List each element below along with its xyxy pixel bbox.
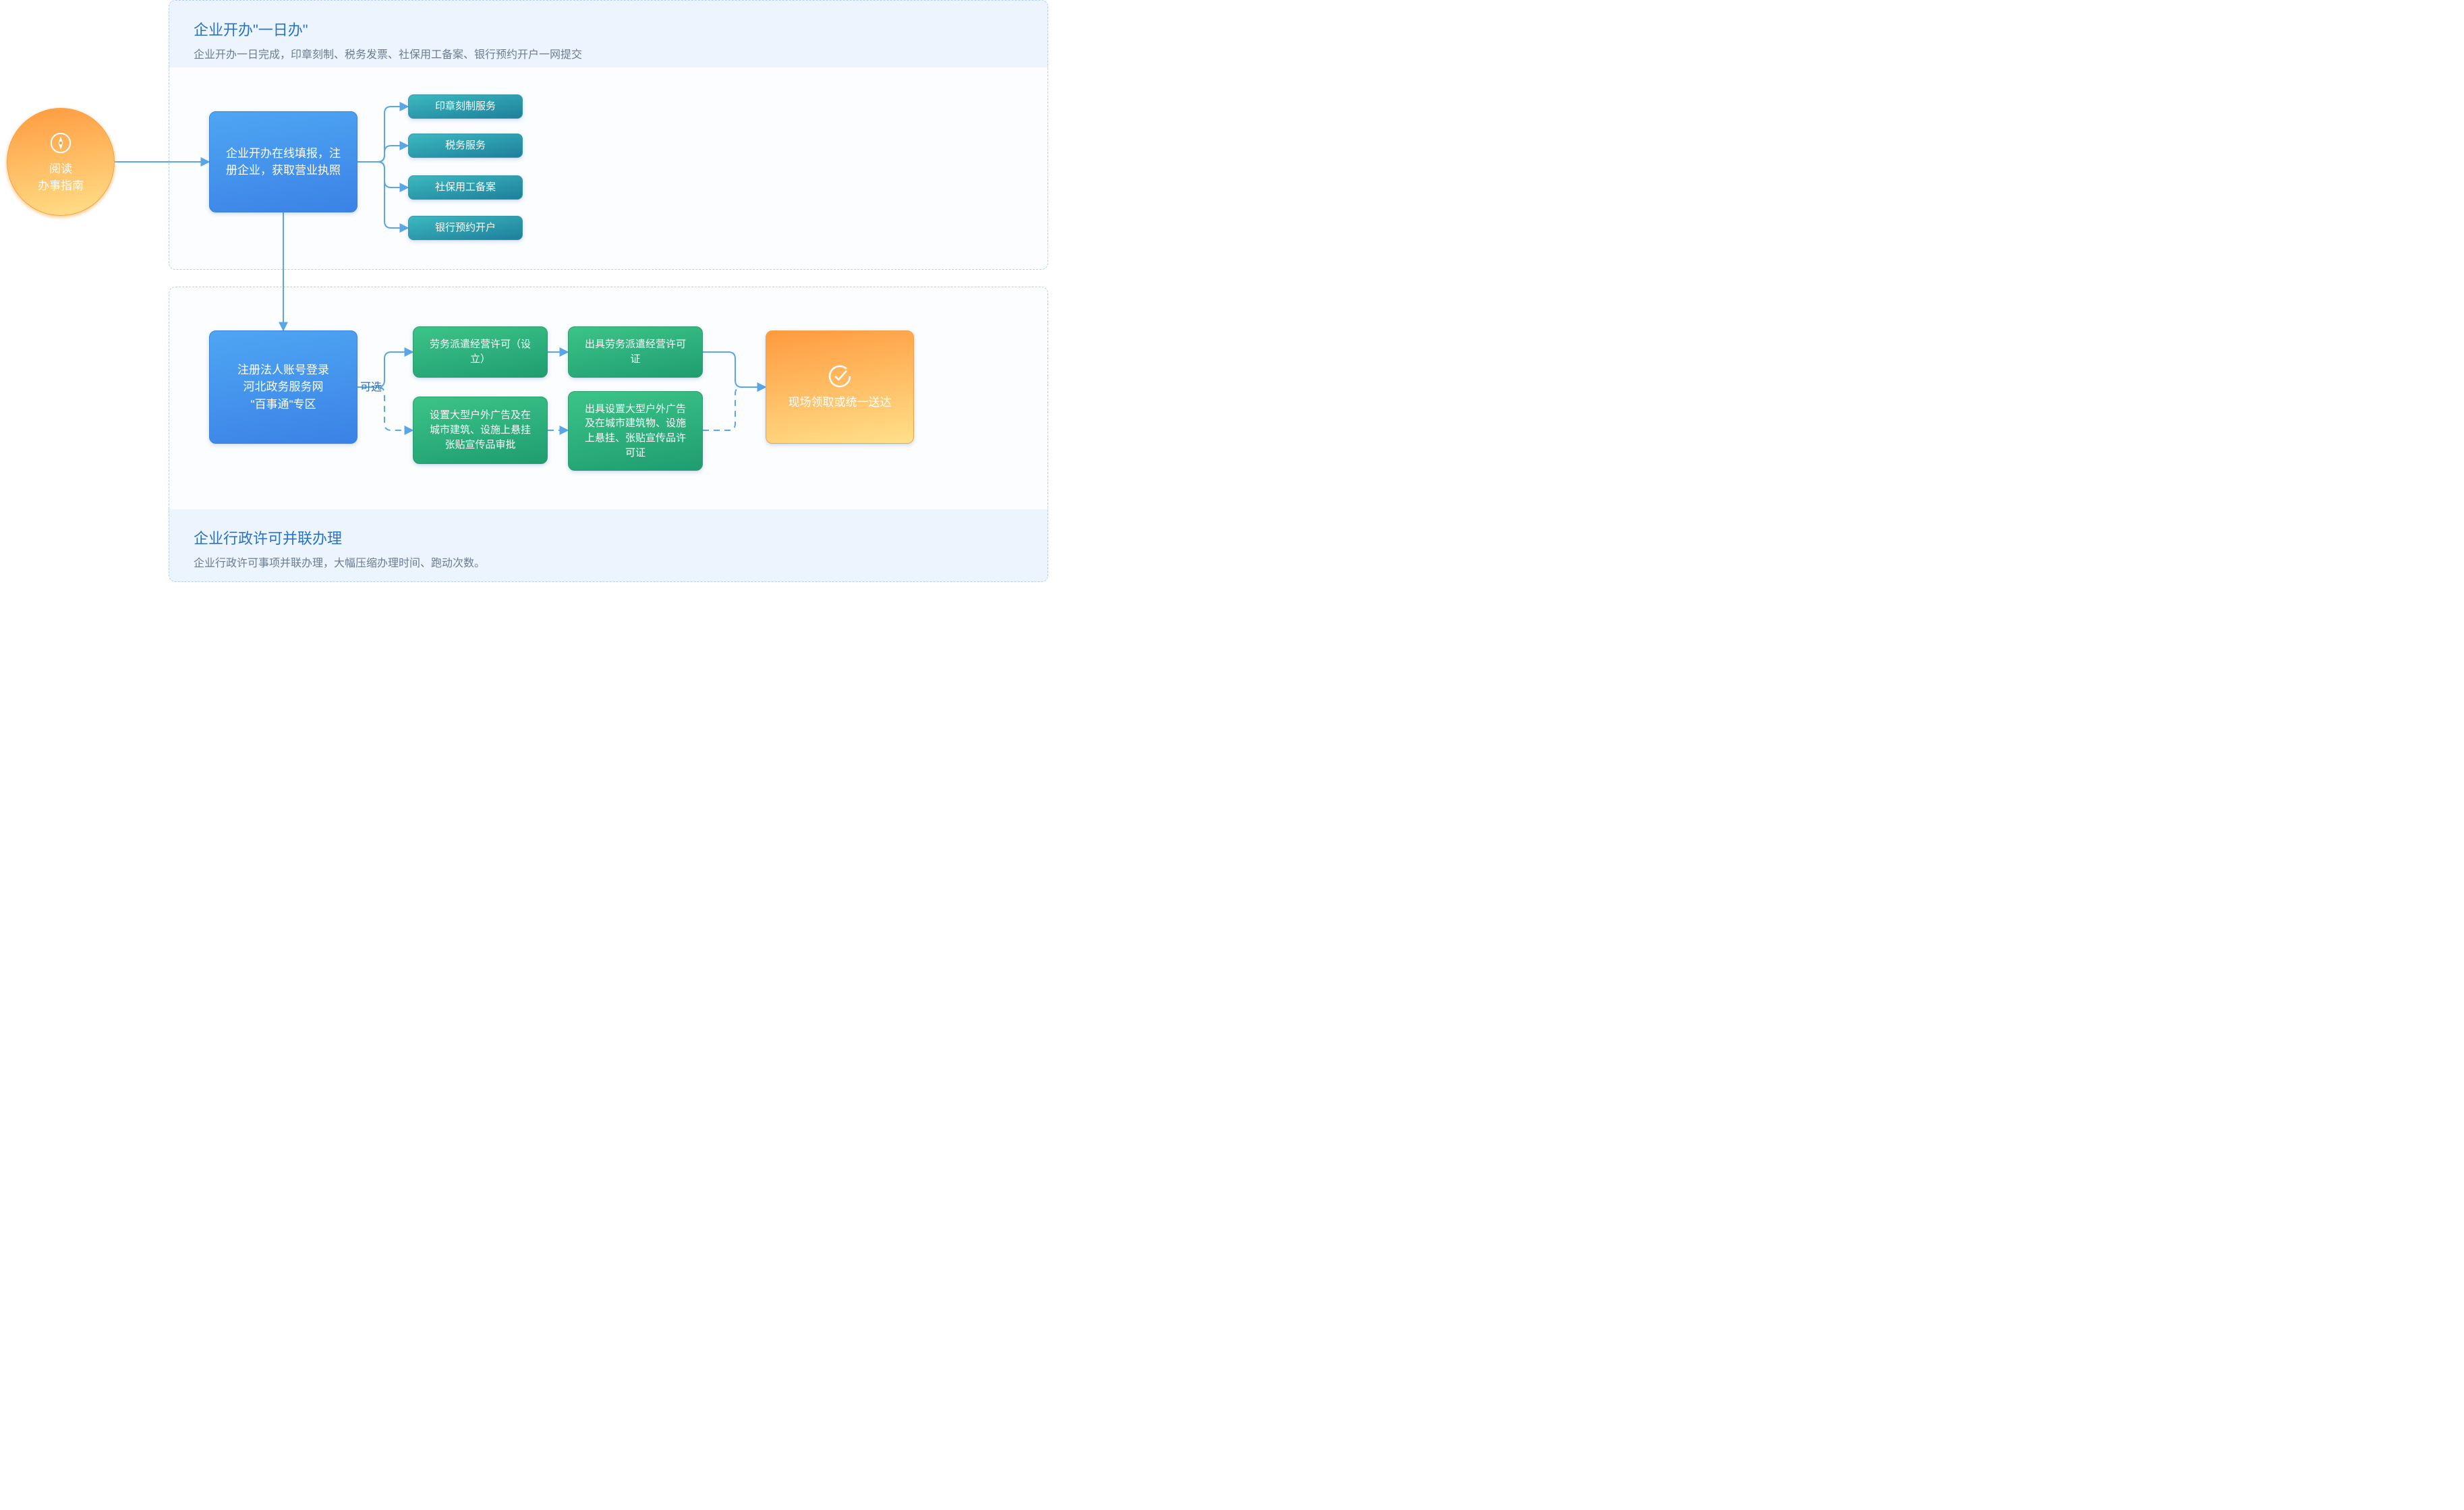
node-text: 出具设置大型户外广告及在城市建筑物、设施上悬挂、张贴宣传品许可证 [585,402,686,461]
node-text: 劳务派遣经营许可（设立） [430,337,531,367]
panel-one-day-title: 企业开办"一日办" [194,18,1048,40]
node-text: 社保用工备案 [435,180,496,196]
node-bank-appointment[interactable]: 银行预约开户 [408,216,523,240]
node-text: 阅读办事指南 [38,161,84,195]
flowchart-canvas: 企业开办"一日办" 企业开办一日完成，印章刻制、税务发票、社保用工备案、银行预约… [0,0,1048,607]
node-register-online[interactable]: 企业开办在线填报，注册企业，获取营业执照 [209,111,357,212]
node-seal-service[interactable]: 印章刻制服务 [408,94,523,119]
panel-one-day: 企业开办"一日办" 企业开办一日完成，印章刻制、税务发票、社保用工备案、银行预约… [169,0,1048,67]
node-receive-delivery[interactable]: 现场领取或统一送达 [766,330,914,444]
node-social-insurance[interactable]: 社保用工备案 [408,175,523,200]
node-labor-permit[interactable]: 劳务派遣经营许可（设立） [413,326,548,378]
node-login-baishitong[interactable]: 注册法人账号登录河北政务服务网"百事通"专区 [209,330,357,444]
panel-parallel-title: 企业行政许可并联办理 [194,527,1048,548]
edge-label-optional: 可选 [360,378,382,394]
node-tax-service[interactable]: 税务服务 [408,134,523,158]
node-text: 税务服务 [445,138,486,154]
node-start-read-guide[interactable]: 阅读办事指南 [7,108,115,216]
node-labor-cert[interactable]: 出具劳务派遣经营许可证 [568,326,703,378]
node-text: 出具劳务派遣经营许可证 [585,337,686,367]
node-text: 注册法人账号登录河北政务服务网"百事通"专区 [237,361,329,413]
panel-parallel: 企业行政许可并联办理 企业行政许可事项并联办理，大幅压缩办理时间、跑动次数。 [169,509,1048,582]
node-text: 现场领取或统一送达 [789,394,892,411]
node-text: 设置大型户外广告及在城市建筑、设施上悬挂张贴宣传品审批 [430,408,531,452]
node-ad-approval[interactable]: 设置大型户外广告及在城市建筑、设施上悬挂张贴宣传品审批 [413,397,548,464]
node-text: 银行预约开户 [435,221,496,236]
node-text: 印章刻制服务 [435,99,496,115]
node-ad-cert[interactable]: 出具设置大型户外广告及在城市建筑物、设施上悬挂、张贴宣传品许可证 [568,391,703,471]
node-text: 企业开办在线填报，注册企业，获取营业执照 [226,145,341,179]
panel-parallel-subtitle: 企业行政许可事项并联办理，大幅压缩办理时间、跑动次数。 [194,554,1048,570]
panel-one-day-subtitle: 企业开办一日完成，印章刻制、税务发票、社保用工备案、银行预约开户一网提交 [194,45,1048,61]
